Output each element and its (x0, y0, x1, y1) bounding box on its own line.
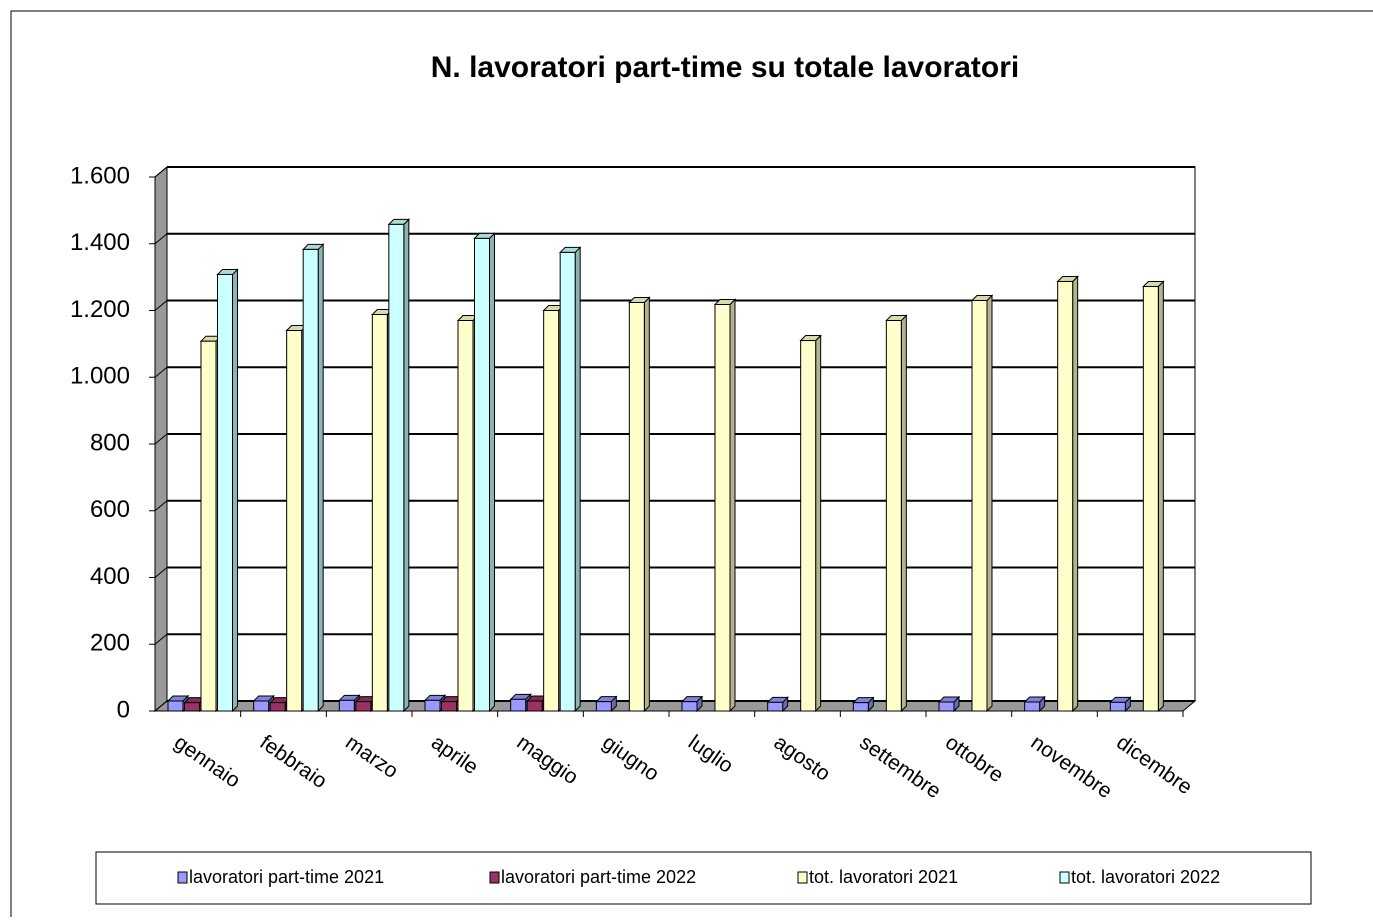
y-tick-label: 1.200 (70, 296, 130, 323)
legend-swatch (489, 871, 500, 884)
bar (767, 701, 784, 712)
bar (681, 701, 698, 712)
legend-label: tot. lavoratori 2021 (809, 867, 958, 887)
bar-side (643, 296, 650, 713)
bar (510, 698, 527, 712)
grid-line-side (154, 567, 168, 578)
y-tick-label: 800 (90, 429, 130, 456)
grid-line-side (154, 633, 168, 645)
bar (800, 340, 817, 712)
chart-title: N. lavoratori part-time su totale lavora… (431, 51, 1019, 84)
bar (184, 702, 200, 712)
legend-box (95, 851, 1312, 905)
bar-side (815, 334, 822, 713)
bar (355, 701, 372, 712)
grid-line-side (154, 433, 168, 445)
bar (338, 699, 355, 712)
grid-line-side (154, 166, 168, 178)
bar (938, 701, 955, 712)
legend-swatch (797, 871, 808, 884)
y-tick-label: 600 (90, 496, 130, 523)
bar (388, 223, 405, 712)
y-tick-label: 1.000 (70, 363, 130, 390)
bar (1109, 701, 1126, 712)
grid-line-side (154, 300, 168, 311)
bar (424, 699, 441, 712)
bar (286, 330, 303, 712)
bar (714, 303, 731, 712)
y-tick-label: 1.400 (70, 229, 130, 256)
bar-side (317, 243, 324, 713)
bar (269, 702, 286, 712)
bar (167, 700, 184, 712)
y-tick-label: 0 (117, 696, 130, 723)
bar-side (986, 294, 993, 713)
y-tick-label: 400 (90, 563, 130, 590)
legend-swatch (1059, 871, 1070, 884)
bar (559, 251, 576, 712)
bar-side (489, 232, 495, 713)
bar (457, 320, 474, 712)
bar (971, 299, 988, 712)
bar (474, 237, 490, 712)
grid-line-side (154, 366, 168, 378)
bar (1142, 285, 1159, 712)
bar-side (1072, 275, 1079, 713)
legend-label: lavoratori part-time 2021 (189, 867, 384, 887)
bar (885, 320, 902, 712)
bar (253, 700, 270, 712)
y-tick-label: 200 (90, 630, 130, 657)
bar (1057, 280, 1074, 712)
bar-side (574, 246, 581, 713)
bar (302, 248, 319, 712)
bar (628, 301, 645, 712)
bar (526, 700, 543, 712)
legend-label: lavoratori part-time 2022 (501, 867, 696, 887)
bar-side (232, 268, 238, 713)
legend-label: tot. lavoratori 2022 (1071, 867, 1220, 887)
bar-side (900, 314, 907, 713)
bar (543, 310, 560, 712)
legend-swatch (177, 871, 188, 884)
bar (200, 340, 217, 712)
grid-line-side (154, 700, 168, 712)
bar (217, 273, 233, 712)
bar-side (403, 218, 410, 713)
bar (852, 702, 869, 712)
bar (595, 701, 612, 712)
grid-line-side (154, 500, 168, 512)
bar-side (1157, 280, 1164, 713)
bar (371, 314, 388, 712)
bar (1024, 701, 1041, 712)
bar-side (729, 298, 736, 713)
bar (441, 701, 457, 712)
y-tick-label: 1.600 (70, 162, 130, 189)
grid-line-side (154, 233, 168, 245)
